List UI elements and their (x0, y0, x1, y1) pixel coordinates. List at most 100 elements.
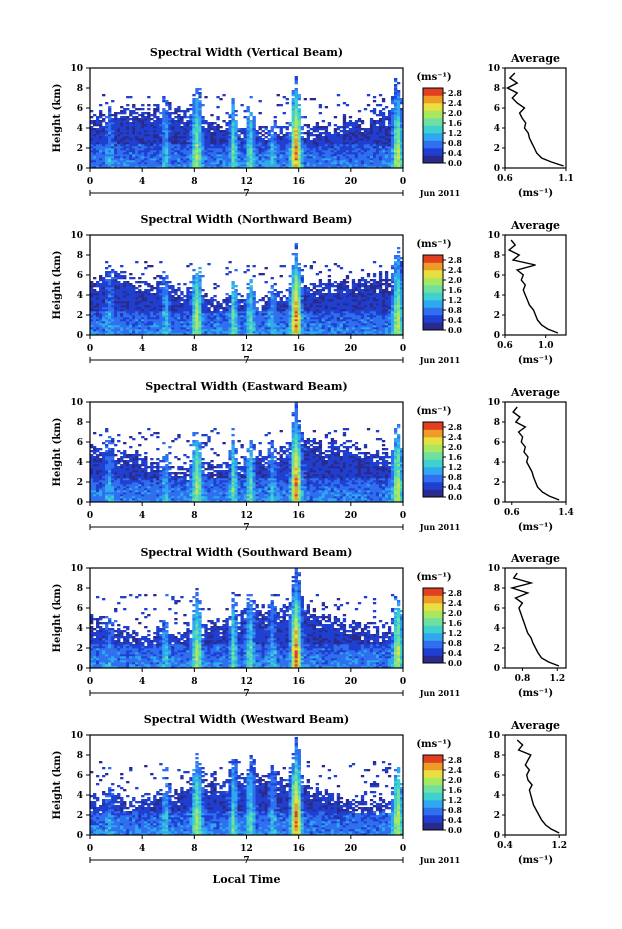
heatmap-cell (243, 311, 247, 314)
heatmap-cell (195, 100, 199, 103)
heatmap-cell (273, 305, 277, 308)
heatmap-cell (165, 112, 169, 115)
heatmap-cell (276, 144, 280, 147)
heatmap-cell (174, 124, 178, 127)
heatmap-cell (267, 329, 271, 332)
heatmap-cell (156, 120, 160, 123)
heatmap-cell (321, 140, 326, 143)
heatmap-cell (111, 333, 115, 336)
heatmap-cell (273, 299, 277, 302)
x-tick-label: 8 (191, 177, 197, 187)
heatmap-cell (348, 136, 353, 139)
heatmap-cell (318, 126, 323, 129)
heatmap-cell (141, 148, 145, 151)
heatmap-cell (333, 311, 338, 314)
heatmap-cell (318, 319, 323, 322)
heatmap-cell (96, 160, 100, 163)
heatmap-cell (123, 136, 127, 139)
heatmap-cell (297, 154, 301, 157)
heatmap-cell (294, 134, 298, 137)
heatmap-cell (276, 152, 280, 155)
heatmap-cell (90, 110, 94, 113)
heatmap-cell (372, 150, 377, 153)
heatmap-cell (117, 132, 121, 135)
heatmap-cell (225, 307, 229, 310)
heatmap-cell (168, 142, 172, 145)
heatmap-cell (258, 132, 262, 135)
heatmap-cell (396, 126, 401, 129)
heatmap-cell (156, 323, 160, 326)
heatmap-cell (291, 92, 295, 95)
heatmap-cell (153, 309, 157, 312)
heatmap-cell (270, 130, 274, 133)
heatmap-cell (375, 160, 380, 163)
heatmap-cell (327, 140, 332, 143)
profile-x-tick-label: 0.6 (497, 174, 513, 184)
heatmap-cell (111, 148, 115, 151)
heatmap-cell (105, 271, 109, 274)
heatmap-cell (252, 305, 256, 308)
heatmap-cell (147, 333, 151, 336)
heatmap-cell (321, 154, 326, 157)
heatmap-cell (96, 303, 100, 306)
heatmap-cell (267, 134, 271, 137)
heatmap-cell (378, 124, 383, 127)
heatmap-cell (333, 128, 338, 131)
heatmap-cell (216, 134, 220, 137)
heatmap-cell (237, 156, 241, 159)
heatmap-cell (198, 110, 202, 113)
heatmap-cell (270, 327, 274, 330)
heatmap-cell (342, 285, 347, 288)
heatmap-cell (219, 311, 223, 314)
heatmap-cell (294, 313, 298, 316)
heatmap-cell (99, 128, 103, 131)
heatmap-cell (168, 160, 172, 163)
heatmap-cell (153, 156, 157, 159)
heatmap-cell (387, 150, 392, 153)
heatmap-cell (147, 136, 151, 139)
heatmap-cell (225, 140, 229, 143)
heatmap-cell (228, 305, 232, 308)
heatmap-cell (177, 142, 181, 145)
heatmap-cell (99, 289, 103, 292)
heatmap-cell (297, 152, 301, 155)
heatmap-cell (153, 162, 157, 165)
heatmap-cell (378, 110, 383, 113)
heatmap-cell (210, 124, 214, 127)
heatmap-cell (144, 317, 148, 320)
heatmap-cell (144, 156, 148, 159)
heatmap-cell (294, 90, 298, 93)
heatmap-cell (165, 311, 169, 314)
heatmap-cell (270, 325, 274, 328)
heatmap-cell (147, 309, 151, 312)
heatmap-cell (324, 287, 329, 290)
heatmap-cell (207, 162, 211, 165)
heatmap-cell (339, 134, 344, 137)
heatmap-cell (171, 112, 175, 115)
heatmap-cell (276, 146, 280, 149)
heatmap-cell (93, 134, 97, 137)
heatmap-cell (225, 303, 229, 306)
heatmap-cell (315, 152, 320, 155)
heatmap-cell (273, 331, 277, 334)
heatmap-cell (258, 317, 262, 320)
chart-panel-2: Spectral Width (Northward Beam)Height (k… (52, 213, 567, 366)
heatmap-cell (93, 122, 97, 125)
heatmap-cell (141, 321, 145, 324)
heatmap-cell (201, 146, 205, 149)
heatmap-cell (336, 327, 341, 330)
heatmap-cell (147, 319, 151, 322)
heatmap-cell (333, 299, 338, 302)
heatmap-cell (354, 142, 359, 145)
heatmap-cell (324, 301, 329, 304)
heatmap-cell (228, 321, 232, 324)
heatmap-cell (381, 114, 386, 117)
heatmap-cell (144, 291, 148, 294)
heatmap-cell (186, 110, 190, 113)
heatmap-cell (390, 126, 395, 129)
heatmap-cell (345, 309, 350, 312)
heatmap-cell (162, 327, 166, 330)
heatmap-cell (276, 166, 280, 169)
heatmap-cell (312, 331, 317, 334)
heatmap-cell (144, 164, 148, 167)
